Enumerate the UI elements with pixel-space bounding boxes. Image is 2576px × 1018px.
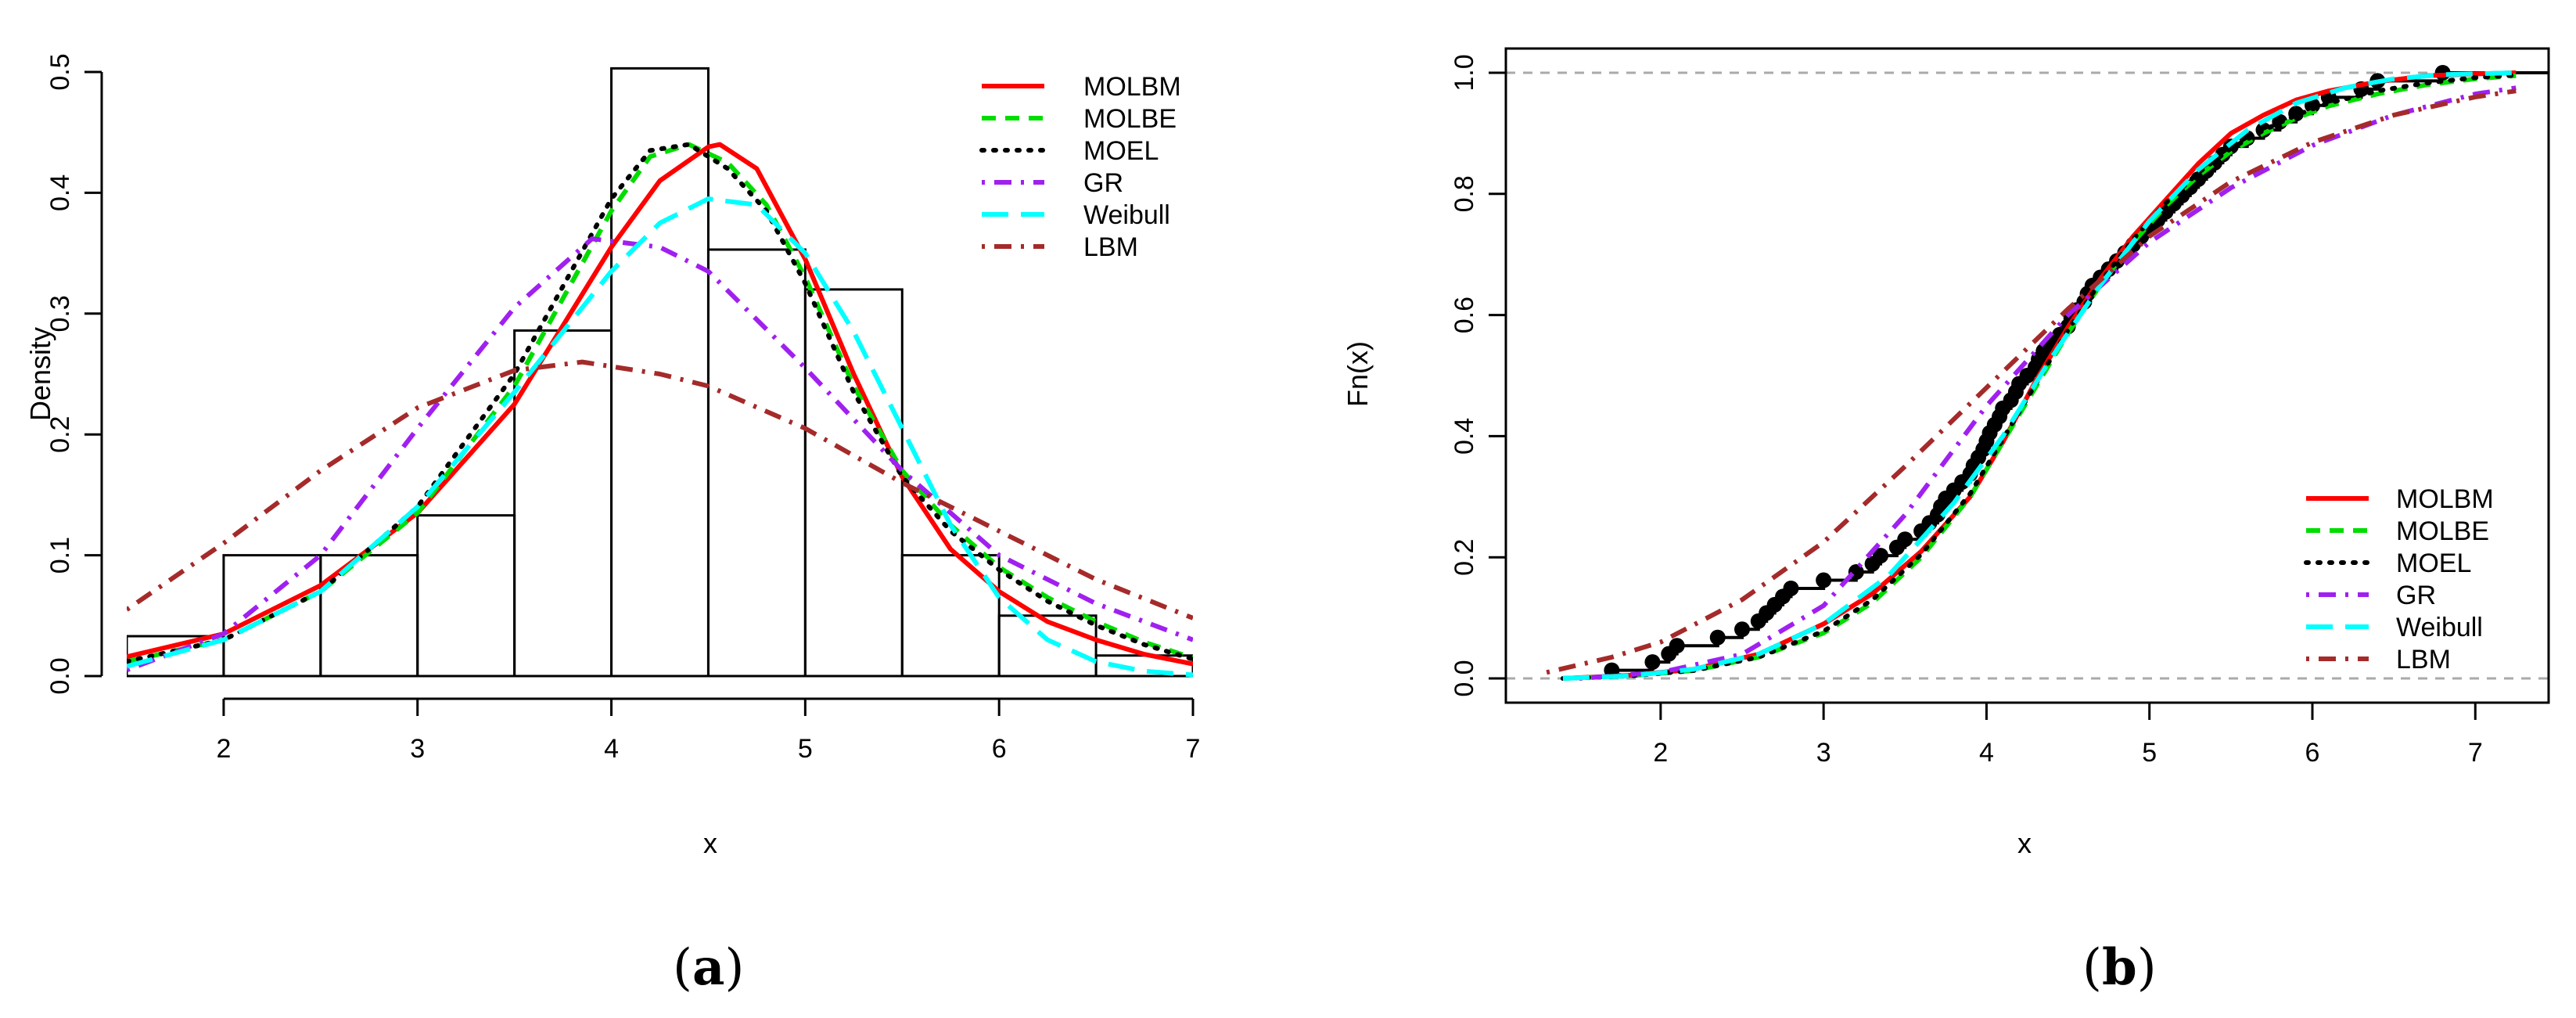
histogram-plot-area (127, 67, 1193, 678)
histogram-bar (706, 248, 807, 678)
ecdf-point (1897, 531, 1913, 548)
x-tick-label: 7 (2468, 738, 2483, 768)
y-axis-title: Density (24, 327, 56, 421)
y-tick-label: 0.1 (45, 537, 75, 574)
panel-label-open: ( (673, 939, 692, 997)
panel-label: (b) (2082, 938, 2157, 997)
legend-label-lbm: LBM (1083, 232, 1138, 262)
legend-label-molbe: MOLBE (2396, 516, 2489, 546)
panel-label-close: ) (724, 939, 744, 997)
y-tick-label: 0.8 (1450, 175, 1479, 212)
y-tick-label: 0.2 (1450, 539, 1479, 576)
y-tick-label: 0.0 (45, 657, 75, 694)
series-line-weibull (1562, 70, 2517, 681)
x-tick-label: 5 (798, 734, 813, 764)
y-tick-label: 0.4 (1450, 418, 1479, 455)
legend-label-moel: MOEL (1083, 136, 1159, 166)
ecdf-point (1644, 654, 1661, 671)
x-tick-label: 2 (216, 734, 231, 764)
series-line-lbm (1546, 88, 2517, 675)
y-tick-label: 0.6 (1450, 297, 1479, 333)
histogram-bar (900, 554, 1001, 678)
x-tick-label: 7 (1186, 734, 1201, 764)
legend-label-gr: GR (1083, 168, 1123, 198)
series-line-gr (1579, 85, 2517, 681)
ecdf-point (1816, 572, 1832, 588)
series-line-weibull (127, 196, 1193, 678)
panel-label-letter: b (2102, 938, 2137, 997)
legend-label-weibull: Weibull (2396, 613, 2483, 642)
y-tick-label: 0.5 (45, 53, 75, 90)
panel-label: (a) (673, 938, 744, 997)
y-tick-label: 0.3 (45, 295, 75, 332)
ecdf-point (1709, 629, 1726, 646)
x-tick-label: 6 (992, 734, 1007, 764)
panel-label-close: ) (2137, 939, 2157, 997)
histogram-bar (997, 614, 1098, 678)
series-line-moel (127, 142, 1193, 664)
panel-label-letter: a (692, 938, 724, 997)
panel-label-open: ( (2082, 939, 2102, 997)
y-tick-label: 0.4 (45, 174, 75, 211)
legend-label-molbe: MOLBE (1083, 104, 1177, 134)
y-axis-title: Fn(x) (1342, 341, 1374, 407)
series-line-lbm (127, 359, 1193, 621)
histogram-bar (416, 514, 516, 678)
x-axis-title: x (2017, 827, 2032, 859)
legend-label-weibull: Weibull (1083, 200, 1170, 230)
ecdf-plot-area (1506, 64, 2549, 681)
ecdf-point (1734, 621, 1751, 638)
x-tick-label: 3 (410, 734, 425, 764)
x-tick-label: 6 (2305, 738, 2320, 768)
legend-label-molbm: MOLBM (1083, 72, 1181, 102)
ecdf-point (1783, 580, 1799, 596)
x-tick-label: 4 (1979, 738, 1994, 768)
panel-a: 2 3 4 5 6 7 0.0 0.1 0.2 0.3 0.4 0.5 x Density MOLBMMOL… (24, 53, 1200, 997)
x-tick-label: 4 (604, 734, 619, 764)
series-line-molbe (127, 142, 1193, 664)
x-tick-label: 2 (1653, 738, 1668, 768)
y-tick-label: 1.0 (1450, 54, 1479, 91)
x-tick-label: 5 (2142, 738, 2157, 768)
histogram-bar (803, 288, 904, 678)
legend-label-molbm: MOLBM (2396, 484, 2494, 514)
ecdf-point (1873, 548, 1889, 564)
legend-label-lbm: LBM (2396, 645, 2451, 674)
x-axis-title: x (703, 827, 717, 859)
legend-label-moel: MOEL (2396, 549, 2471, 578)
y-tick-label: 0.0 (1450, 660, 1479, 696)
y-tick-label: 0.2 (45, 416, 75, 453)
ecdf-point (1669, 638, 1685, 654)
panel-b: 2 3 4 5 6 7 0.0 0.2 0.4 0.6 0.8 1.0 x Fn(x) MOLBMMOLBE… (1342, 47, 2550, 997)
series-line-gr (127, 236, 1193, 673)
x-tick-label: 3 (1816, 738, 1831, 768)
legend-label-gr: GR (2396, 581, 2436, 610)
